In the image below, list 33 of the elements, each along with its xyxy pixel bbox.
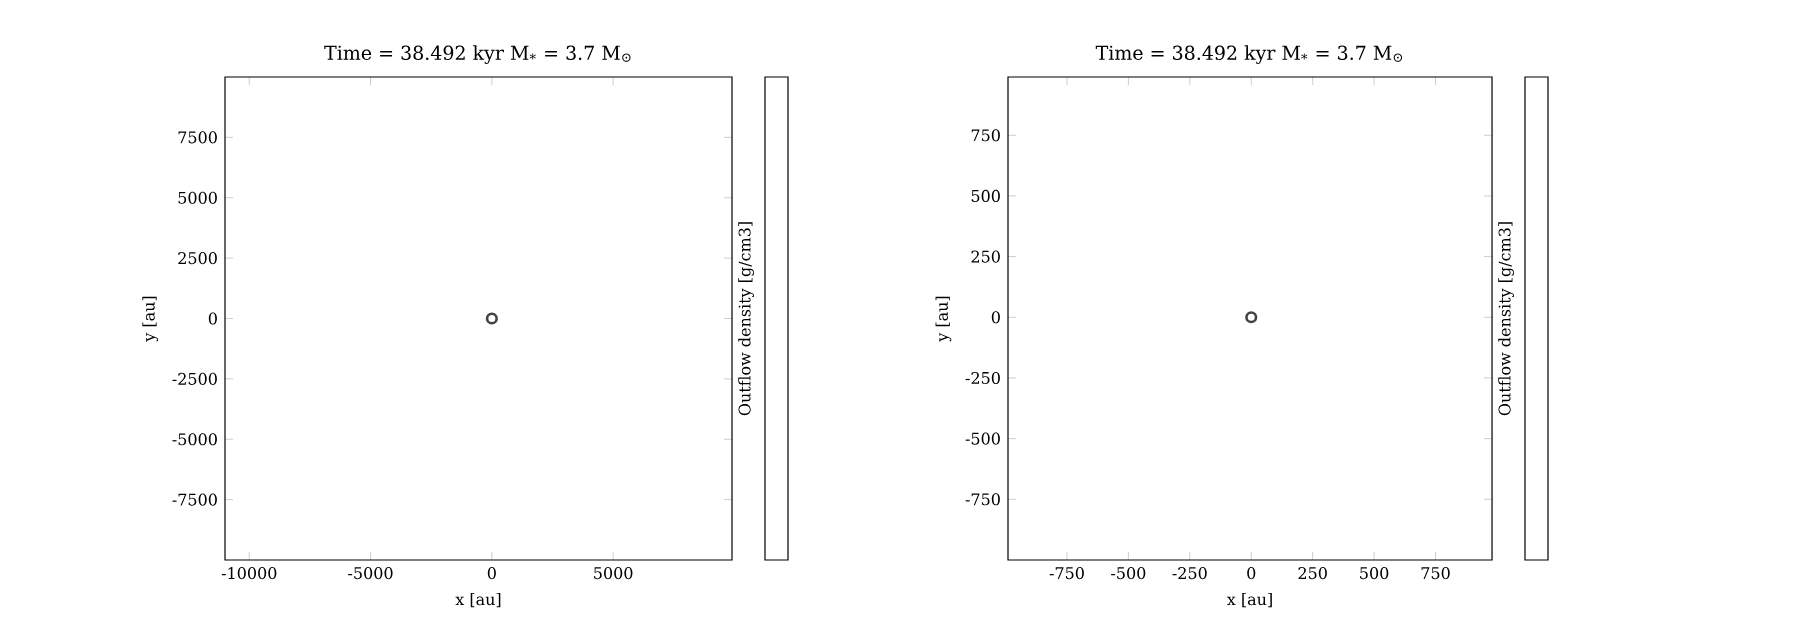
y-axis-title: y [au] [935, 296, 952, 342]
x-tick-label: 250 [1298, 567, 1327, 580]
y-tick-label: 0 [991, 311, 1000, 324]
y-tick-label: 500 [971, 189, 1000, 202]
y-tick-label: 250 [971, 250, 1000, 263]
y-tick-label: -500 [965, 432, 1000, 445]
y-tick-label: 750 [971, 129, 1000, 142]
y-tick-label: -7500 [172, 493, 217, 506]
x-tick-label: 750 [1421, 567, 1450, 580]
y-tick-label: 7500 [178, 131, 217, 144]
y-tick-label: -250 [965, 371, 1000, 384]
x-axis-title: x [au] [455, 592, 501, 608]
chart-title: Time = 38.492 kyr M$_{*}$ = 3.7 M$_{⊙}$ [324, 45, 631, 64]
x-tick-label: -500 [1111, 567, 1146, 580]
x-tick-label: -5000 [348, 567, 393, 580]
x-tick-label: 500 [1360, 567, 1389, 580]
x-axis-title: x [au] [1226, 592, 1272, 608]
y-tick-label: 2500 [178, 252, 217, 265]
y-tick-label: 5000 [178, 191, 217, 204]
x-tick-label: -250 [1172, 567, 1207, 580]
x-tick-label: -750 [1049, 567, 1084, 580]
y-axis-title: y [au] [142, 296, 159, 342]
y-tick-label: 0 [208, 312, 217, 325]
color-bar-title: Outflow density [g/cm3] [1498, 222, 1514, 416]
x-tick-label: 0 [487, 567, 496, 580]
color-bar-title: Outflow density [g/cm3] [738, 222, 754, 416]
y-tick-label: -5000 [172, 433, 217, 446]
chart-title: Time = 38.492 kyr M$_{*}$ = 3.7 M$_{⊙}$ [1095, 45, 1403, 64]
y-tick-label: -750 [965, 493, 1000, 506]
y-tick-label: -2500 [172, 372, 217, 385]
x-tick-label: 0 [1247, 567, 1256, 580]
x-tick-label: 5000 [594, 567, 633, 580]
x-tick-label: -10000 [221, 567, 277, 580]
